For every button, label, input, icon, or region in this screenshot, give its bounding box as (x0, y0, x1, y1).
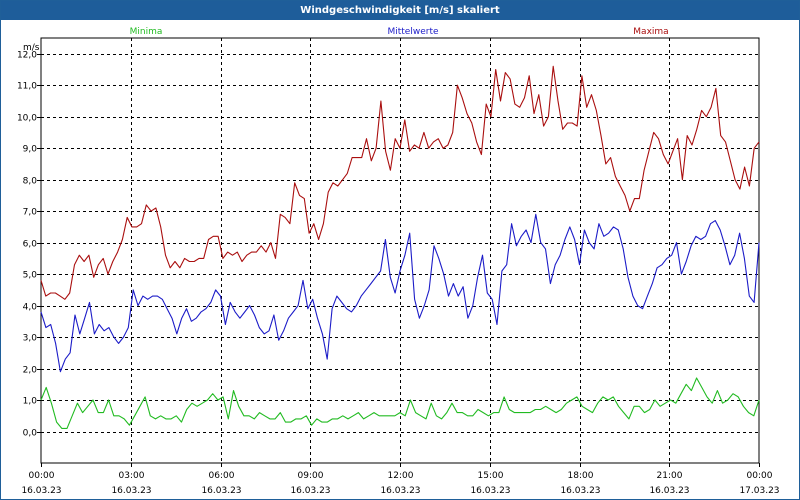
x-tick-time-label: 00:00 (747, 471, 773, 481)
y-tick-label: 1,0 (23, 397, 38, 407)
x-tick-time-label: 12:00 (388, 471, 414, 481)
legend-mittelwerte: Mittelwerte (387, 27, 438, 37)
y-tick-label: 10,0 (17, 114, 37, 124)
x-tick-date-label: 16.03.23 (290, 486, 330, 496)
y-tick-label: 9,0 (23, 145, 38, 155)
y-tick-label: 5,0 (23, 271, 38, 281)
window-title: Windgeschwindigkeit [m/s] skaliert (1, 1, 799, 20)
x-tick-date-label: 16.03.23 (649, 486, 689, 496)
legend-minima: Minima (130, 27, 163, 37)
y-tick-label: 7,0 (23, 208, 38, 218)
y-tick-label: 12,0 (17, 51, 37, 61)
x-tick-date-label: 16.03.23 (111, 486, 151, 496)
x-tick-time-label: 00:00 (29, 471, 55, 481)
y-tick-label: 0,0 (23, 429, 38, 439)
x-tick-time-label: 18:00 (568, 471, 594, 481)
y-tick-label: 8,0 (23, 177, 38, 187)
x-tick-date-label: 16.03.23 (560, 486, 600, 496)
x-tick-time-label: 03:00 (119, 471, 145, 481)
x-tick-date-label: 17.03.23 (739, 486, 779, 496)
x-tick-time-label: 06:00 (209, 471, 235, 481)
x-tick-time-label: 21:00 (657, 471, 683, 481)
y-unit-label: m/s (23, 43, 40, 53)
y-tick-label: 11,0 (17, 82, 37, 92)
series-line-mittelwerte (40, 213, 760, 373)
y-tick-label: 2,0 (23, 366, 38, 376)
series-line-minima (40, 377, 760, 429)
y-tick-label: 3,0 (23, 334, 38, 344)
x-tick-time-label: 15:00 (478, 471, 504, 481)
x-tick-date-label: 16.03.23 (201, 486, 241, 496)
y-tick-label: 4,0 (23, 303, 38, 313)
y-tick-label: 6,0 (23, 240, 38, 250)
legend-maxima: Maxima (633, 27, 668, 37)
series-line-maxima (40, 65, 760, 300)
x-tick-date-label: 16.03.23 (380, 486, 420, 496)
x-tick-time-label: 09:00 (298, 471, 324, 481)
x-tick-date-label: 16.03.23 (470, 486, 510, 496)
x-tick-date-label: 16.03.23 (21, 486, 61, 496)
